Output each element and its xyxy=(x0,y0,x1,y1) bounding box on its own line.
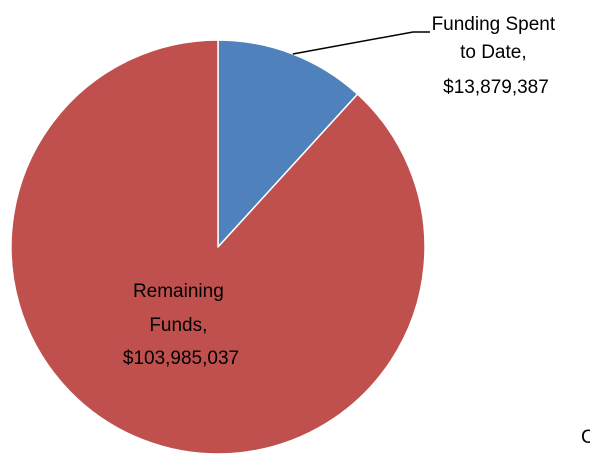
pie-slice-spent xyxy=(217,39,359,248)
footer-fragment: C xyxy=(581,427,590,448)
data-label-spent-line-3: $13,879,387 xyxy=(443,77,549,98)
pie-slices xyxy=(10,39,426,454)
data-label-remaining-line-3: $103,985,037 xyxy=(123,348,239,369)
data-label-remaining-line-1: Remaining xyxy=(133,281,224,302)
leader-line-spent xyxy=(292,31,430,55)
data-label-remaining: Remaining Funds, $103,985,037 xyxy=(123,281,239,369)
data-label-remaining-line-2: Funds, xyxy=(149,315,207,336)
pie-slice-remaining xyxy=(10,39,426,454)
data-label-spent: Funding Spent to Date, $13,879,387 xyxy=(432,14,561,98)
data-label-spent-line-2: to Date, xyxy=(460,42,527,63)
data-label-spent-line-1: Funding Spent xyxy=(432,14,556,35)
